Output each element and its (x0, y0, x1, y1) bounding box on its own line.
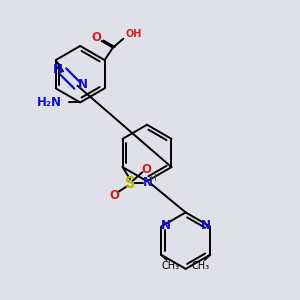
Text: OH: OH (126, 29, 142, 39)
Text: N: N (161, 219, 171, 232)
Text: N: N (142, 176, 152, 189)
Text: H: H (149, 174, 156, 183)
Text: CH₃: CH₃ (191, 261, 209, 271)
Text: H₂N: H₂N (37, 96, 62, 109)
Text: S: S (125, 176, 135, 191)
Text: N: N (53, 63, 63, 76)
Text: O: O (141, 163, 151, 176)
Text: O: O (109, 189, 119, 202)
Text: N: N (78, 78, 88, 91)
Text: N: N (201, 219, 211, 232)
Text: O: O (92, 31, 102, 44)
Text: CH₃: CH₃ (162, 261, 180, 271)
